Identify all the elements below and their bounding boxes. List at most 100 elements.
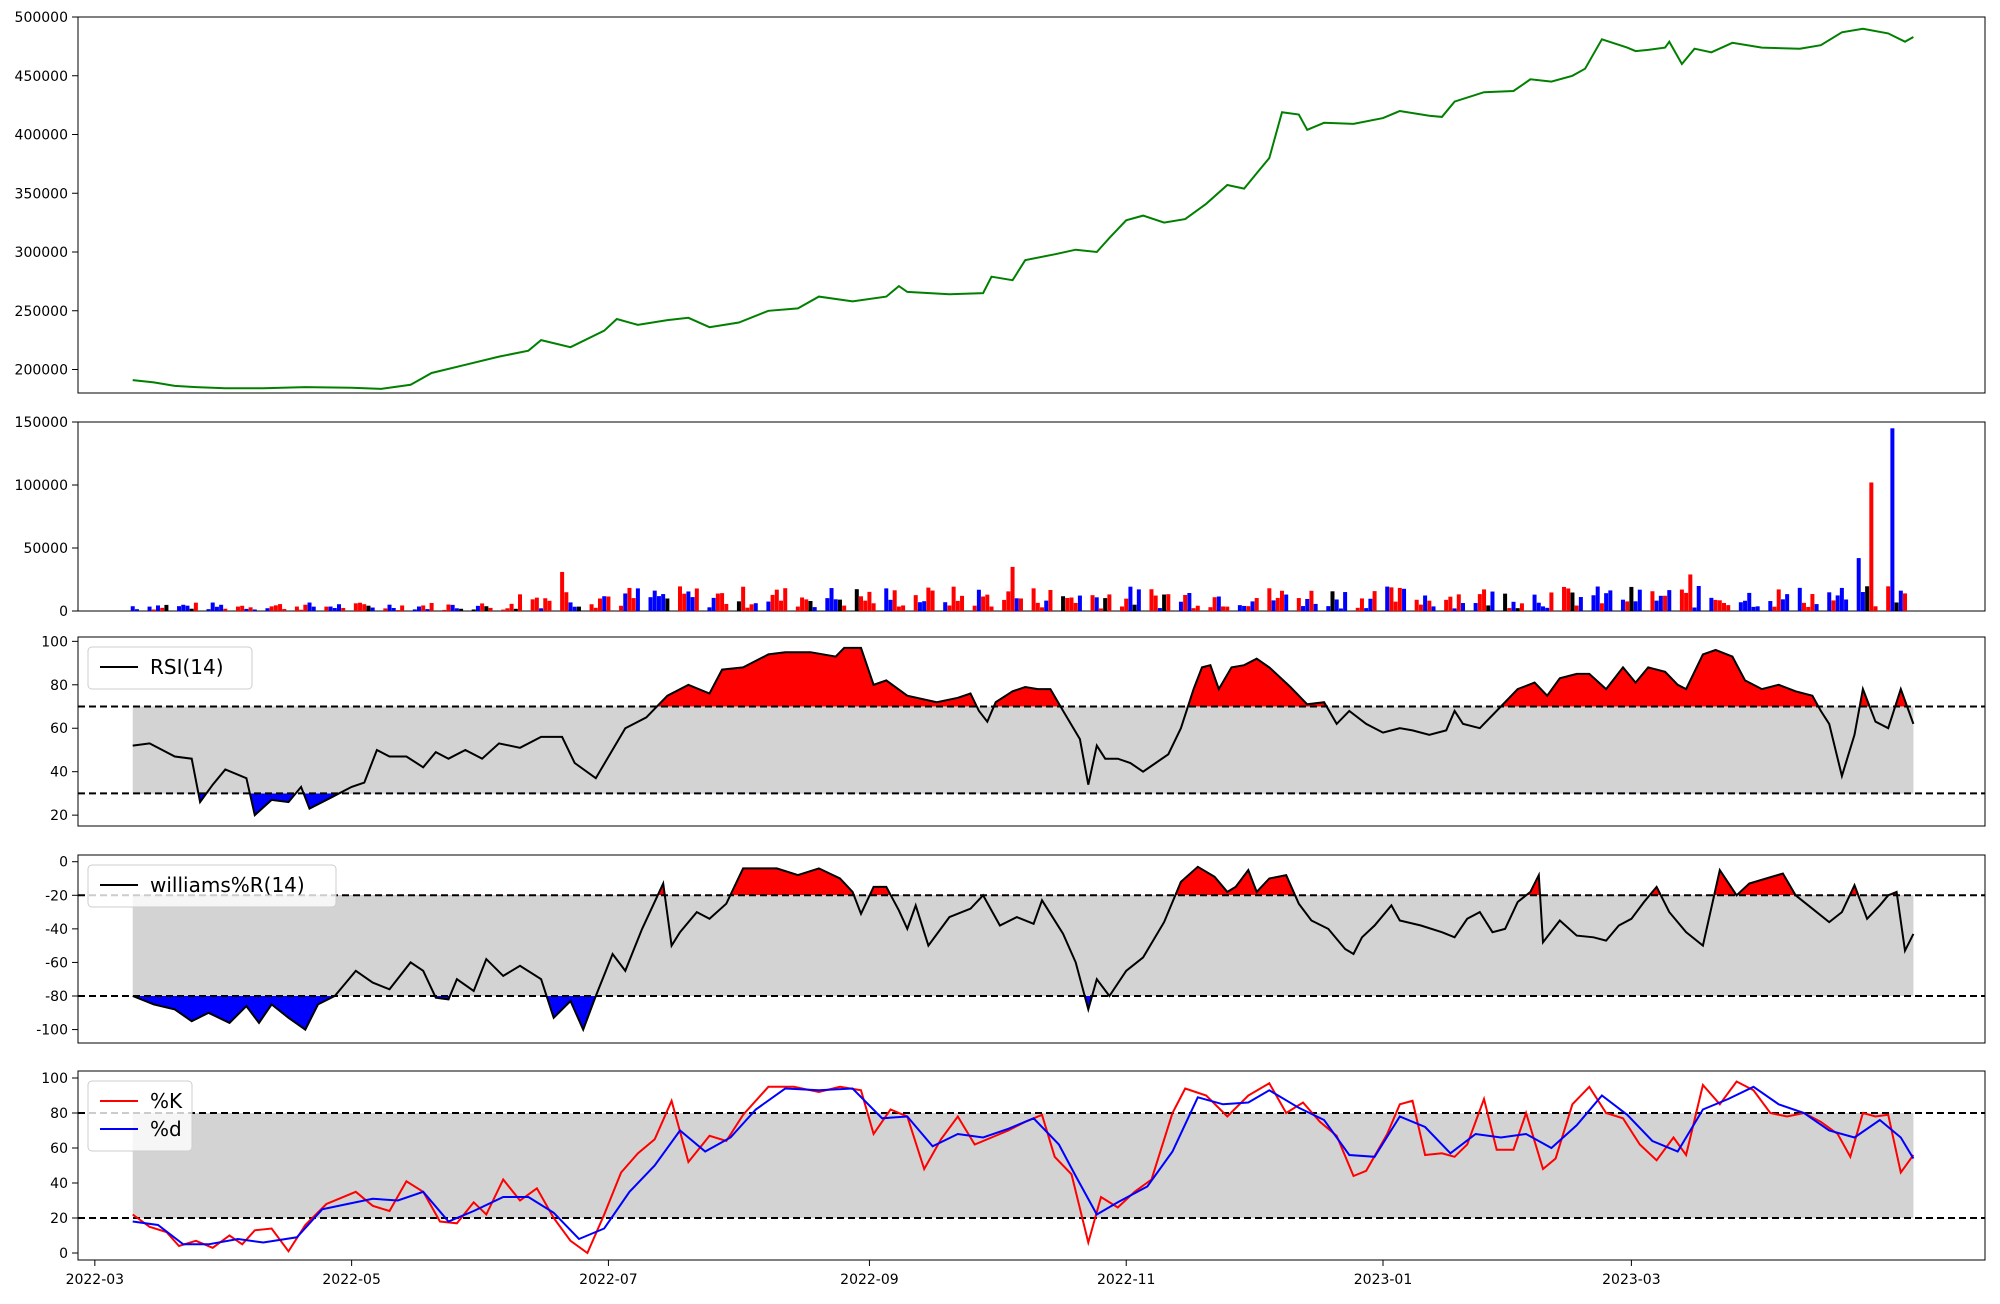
volume-bar [560,571,565,611]
volume-bar [652,590,657,611]
volume-bar [572,606,577,611]
stochastic-legend-label: %K [150,1089,183,1113]
volume-bar [1035,602,1040,611]
x-tick-label: 2022-05 [322,1272,381,1288]
volume-bar [1772,606,1777,611]
volume-bar [1153,595,1158,611]
volume-bar [665,598,670,611]
x-tick-label: 2022-09 [840,1272,899,1288]
volume-bar [1633,601,1638,611]
volume-bar [1856,558,1861,611]
volume-bar [509,603,514,611]
volume-bar [1338,608,1343,611]
volume-bar [1460,603,1465,611]
volume-bar [1654,600,1659,611]
volume-bar [1107,594,1112,611]
stochastic-y-tick-label: 0 [59,1246,68,1262]
volume-bar [1477,594,1482,611]
volume-bar [1120,606,1125,611]
volume-bar [1157,608,1162,611]
volume-bar [989,606,994,611]
volume-bar [867,591,872,611]
stochastic-neutral-band [132,1113,1914,1218]
volume-bar [1178,601,1183,611]
volume-bar [1780,599,1785,611]
volume-bar [1448,596,1453,611]
volume-bar [1709,597,1714,611]
volume-bar [1355,607,1360,611]
x-tick-label: 2022-07 [579,1272,638,1288]
volume-bar [1212,597,1217,611]
volume-bar [1570,592,1575,611]
volume-bar [391,608,396,611]
volume-bar [677,586,682,611]
volume-bar [193,602,198,611]
volume-bar [307,602,312,611]
volume-bar [1149,589,1154,611]
volume-bar [151,609,156,611]
volume-bar [1755,606,1760,611]
volume-bar [425,609,430,611]
rsi-legend-label: RSI(14) [150,655,224,679]
volume-bar [185,605,190,611]
price-y-tick-label: 350000 [15,186,68,202]
volume-bar [1271,600,1276,611]
volume-bar [1452,608,1457,611]
volume-bar [1625,601,1630,611]
volume-bar [1073,602,1078,611]
volume-bar [1835,595,1840,611]
volume-bar [1688,574,1693,611]
volume-bar [1873,606,1878,611]
volume-bar [800,597,805,611]
volume-bar [1898,590,1903,611]
volume-bar [795,606,800,611]
volume-bar [1326,606,1331,611]
volume-y-tick-label: 150000 [15,415,68,431]
volume-bar [1136,589,1141,611]
volume-bar [1562,586,1567,611]
volume-bar [539,608,544,611]
stochastic-y-tick-label: 80 [50,1106,68,1122]
volume-bar [854,589,859,611]
volume-bar [1717,600,1722,611]
volume-bar [1692,607,1697,611]
price-y-tick-label: 400000 [15,128,68,144]
volume-bar [682,593,687,611]
volume-bar [1069,597,1074,611]
volume-bar [155,605,160,611]
volume-bar [353,603,358,611]
volume-bar [1515,608,1520,611]
volume-bar [951,586,956,611]
volume-bar [1334,599,1339,611]
volume-bar [278,604,283,611]
volume-bar [299,609,304,611]
x-tick-label: 2022-03 [66,1272,125,1288]
rsi-neutral-band [132,706,1914,794]
volume-bar [736,601,741,611]
volume-bar [130,606,135,611]
volume-bar [859,596,864,611]
volume-bar [164,604,169,611]
volume-bar [1595,586,1600,611]
volume-bar [1738,602,1743,611]
volume-bar [450,604,455,611]
rsi-overbought-fill [132,647,1914,707]
volume-bar [471,609,476,611]
volume-bar [181,604,186,611]
volume-bar [884,588,889,611]
volume-bar [1507,608,1512,611]
volume-bar [1010,566,1015,611]
volume-bar [1566,588,1571,611]
volume-bar [366,605,371,611]
price-y-tick-label: 450000 [15,69,68,85]
volume-bar [1296,598,1301,611]
volume-bar [534,597,539,611]
williams-y-tick-label: -100 [36,1023,68,1039]
volume-bar [1254,598,1259,611]
rsi-legend [87,646,253,690]
rsi-y-tick-label: 40 [50,765,68,781]
volume-bar [311,606,316,611]
rsi-y-tick-label: 100 [41,634,68,650]
